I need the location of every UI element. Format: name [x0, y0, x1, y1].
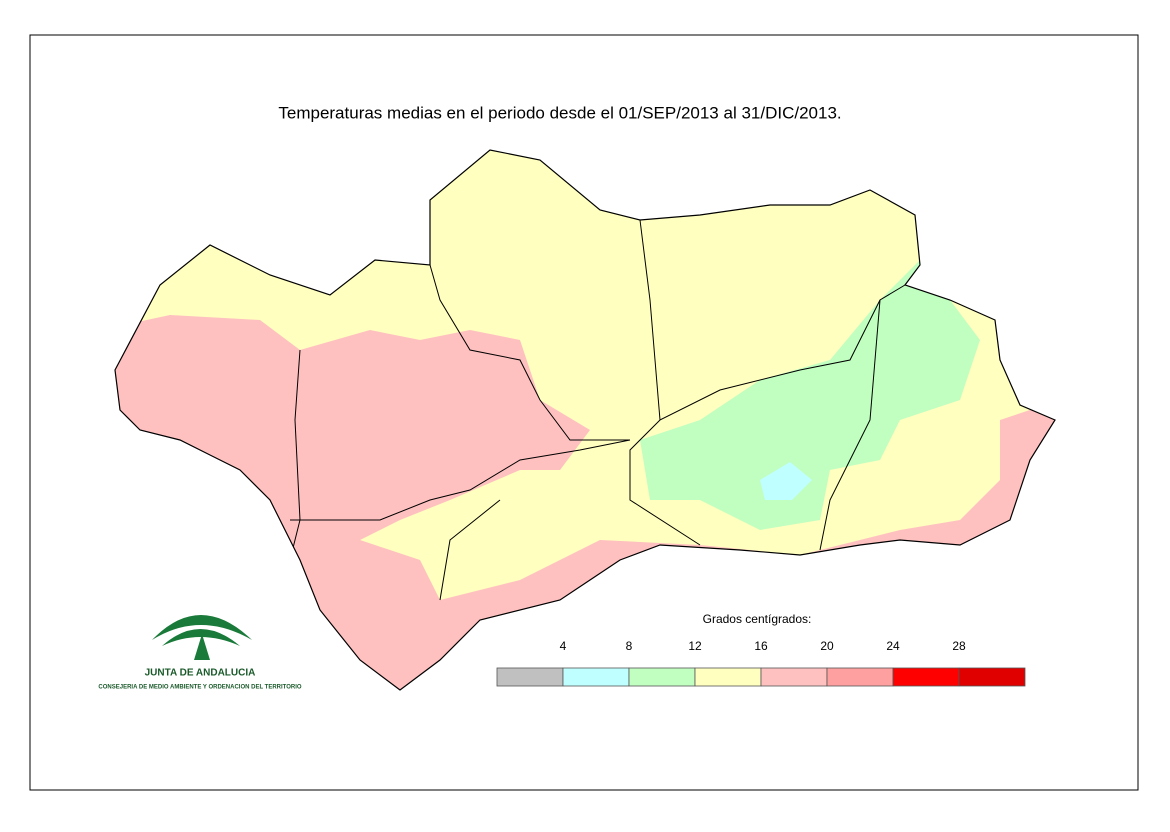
- legend-swatch: [694, 667, 762, 687]
- zone-8-12: [760, 462, 812, 500]
- legend-swatch: [760, 667, 828, 687]
- legend: Grados centígrados: 4 8 12 16 20 24 28: [496, 612, 1026, 687]
- map-title: Temperaturas medias en el periodo desde …: [278, 103, 841, 122]
- legend-swatch: [628, 667, 696, 687]
- logo-mark: [194, 634, 210, 660]
- legend-swatch: [826, 667, 894, 687]
- logo-arc: [152, 615, 252, 640]
- legend-swatch: [562, 667, 630, 687]
- zone-12-16: [640, 260, 980, 530]
- legend-tick-label: 12: [688, 639, 702, 653]
- logo-subtitle: CONSEJERIA DE MEDIO AMBIENTE Y ORDENACIO…: [98, 685, 301, 691]
- legend-tick-label: 4: [560, 639, 567, 653]
- logo-name: JUNTA DE ANDALUCIA: [145, 668, 256, 679]
- legend-tick-label: 20: [820, 639, 834, 653]
- legend-swatch: [892, 667, 960, 687]
- legend-swatch: [496, 667, 564, 687]
- logo-arc: [162, 629, 240, 646]
- legend-tick-label: 28: [952, 639, 966, 653]
- zone-16-20: [850, 420, 1000, 500]
- frame: [29, 34, 1139, 791]
- province-borders: [289, 219, 906, 601]
- temperature-map: [115, 150, 1055, 690]
- legend-tick-label: 24: [886, 639, 900, 653]
- legend-tick-label: 16: [754, 639, 768, 653]
- legend-swatch: [958, 667, 1026, 687]
- legend-tick-label: 8: [626, 639, 633, 653]
- legend-title: Grados centígrados:: [703, 612, 812, 626]
- logo: JUNTA DE ANDALUCIA CONSEJERIA DE MEDIO A…: [98, 615, 302, 691]
